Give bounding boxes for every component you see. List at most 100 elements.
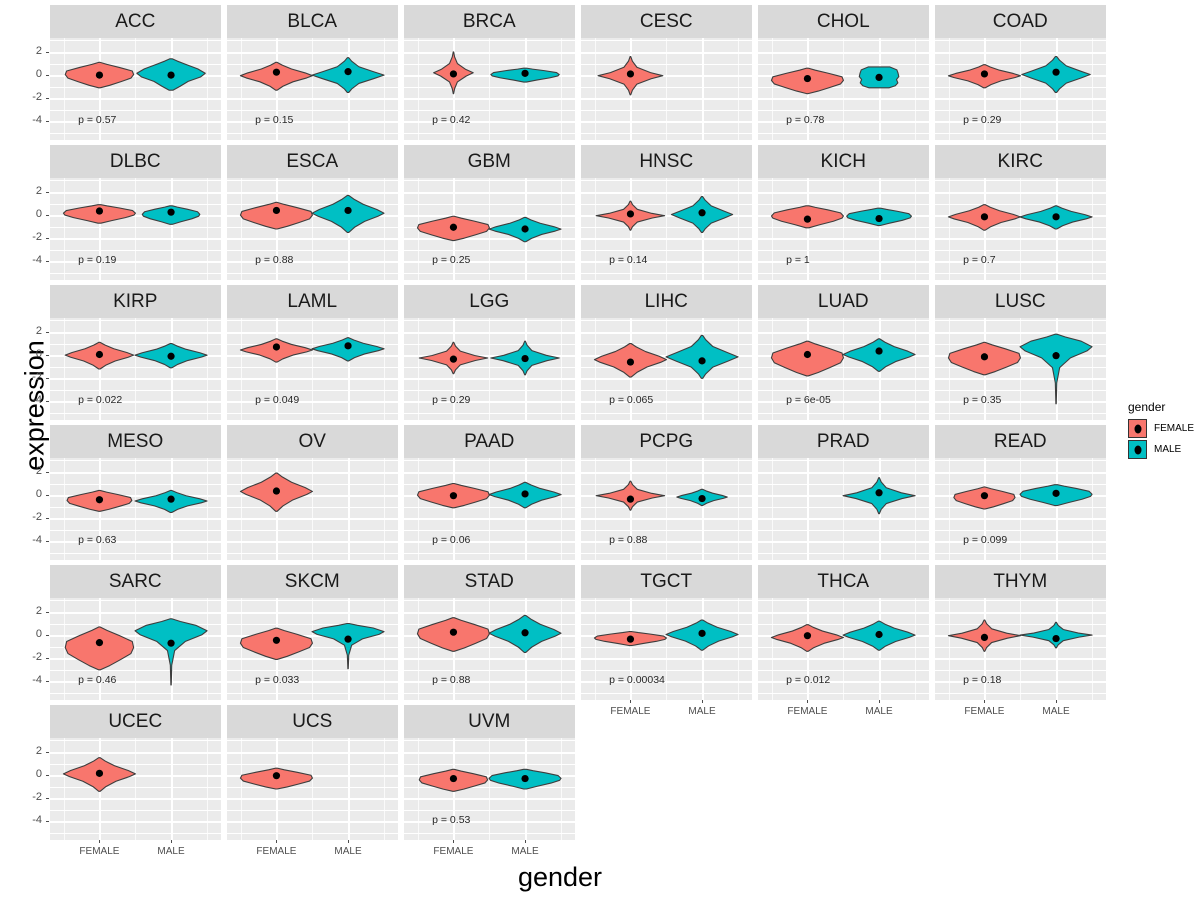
violin-female: [239, 201, 313, 230]
violin-female: [418, 768, 489, 792]
facet-panel-lihc: LIHC p = 0.065: [581, 285, 752, 420]
facet-strip-label: PAAD: [404, 425, 575, 458]
violin-layer: [416, 481, 562, 509]
median-point: [272, 206, 281, 215]
y-tick-mark: [46, 518, 49, 520]
p-value-annotation: p = 0.25: [432, 254, 471, 267]
y-tick-label: -4: [32, 674, 42, 687]
panel-plot-area: p = 0.033: [227, 598, 398, 700]
gridline-major-x: [525, 38, 527, 140]
median-point: [344, 206, 352, 215]
median-point: [95, 496, 104, 504]
median-point: [95, 207, 104, 215]
legend-label: FEMALE: [1154, 423, 1195, 434]
p-value-annotation: p = 0.18: [963, 674, 1002, 687]
facet-strip-label: SARC: [50, 565, 221, 598]
panel-plot-area: p = 0.46: [50, 598, 221, 700]
y-tick-mark: [46, 215, 49, 217]
x-tick-mark: [630, 700, 632, 703]
x-tick-label: FEMALE: [610, 706, 651, 717]
gridline-major-x: [807, 178, 810, 280]
median-point: [875, 214, 883, 223]
facet-panel-coad: COAD p = 0.29: [935, 5, 1106, 140]
gridline-minor-x: [312, 178, 314, 280]
panel-plot-area: p = 0.53: [404, 738, 575, 840]
violin-female: [239, 472, 313, 512]
gridline-minor-x: [1020, 318, 1022, 420]
gridline-major-x: [879, 38, 881, 140]
facet-panel-prad: PRAD: [758, 425, 929, 560]
x-tick-label: MALE: [1042, 706, 1070, 717]
y-tick-label: -2: [32, 791, 42, 804]
gridline-minor-x: [666, 598, 668, 700]
violin-body: [311, 622, 385, 670]
violin-layer: [433, 51, 560, 95]
violin-body: [64, 626, 135, 671]
panel-plot-area: p = 0.29: [935, 38, 1106, 140]
panel-plot-area: p = 0.88: [227, 178, 398, 280]
violin-male: [1019, 205, 1093, 230]
violin-layer: [64, 58, 206, 91]
legend-item-male[interactable]: MALE: [1128, 440, 1194, 459]
violin-female: [953, 486, 1016, 510]
gridline-minor-x: [240, 178, 242, 280]
violin-female: [64, 341, 135, 370]
violin-layer: [770, 620, 916, 652]
x-tick-mark: [348, 840, 350, 843]
x-tick-label: MALE: [511, 846, 539, 857]
y-tick-label: 2: [35, 44, 42, 57]
gridline-minor-x: [135, 178, 137, 280]
facet-strip-label: CESC: [581, 5, 752, 38]
gridline-minor-x: [914, 458, 916, 560]
gridline-minor-x: [771, 178, 773, 280]
gridline-minor-x: [737, 38, 739, 140]
violin-layer: [593, 334, 739, 379]
facet-panel-hnsc: HNSC p = 0.14: [581, 145, 752, 280]
median-point: [1052, 213, 1060, 221]
gridline-minor-x: [948, 458, 950, 560]
facet-strip-label: MESO: [50, 425, 221, 458]
median-point: [698, 494, 706, 503]
violin-layer: [770, 66, 900, 95]
violin-female: [239, 767, 313, 790]
y-tick-mark: [46, 751, 49, 753]
x-tick-label: FEMALE: [964, 706, 1005, 717]
gridline-minor-x: [1020, 458, 1022, 560]
median-point: [875, 73, 883, 82]
facet-panel-thca: THCA p = 0.012: [758, 565, 929, 700]
p-value-annotation: p = 0.19: [78, 254, 117, 267]
gridline-minor-x: [135, 318, 137, 420]
gridline-minor-x: [206, 178, 208, 280]
x-tick-label: MALE: [157, 846, 185, 857]
legend-item-female[interactable]: FEMALE: [1128, 419, 1194, 438]
facet-panel-thym: THYM p = 0.18: [935, 565, 1106, 700]
gridline-minor-x: [666, 458, 668, 560]
violin-male: [311, 337, 385, 362]
facet-panel-read: READ p = 0.099: [935, 425, 1106, 560]
gridline-minor-x: [666, 178, 668, 280]
x-tick-label: MALE: [865, 706, 893, 717]
panel-plot-area: [227, 738, 398, 840]
violin-layer: [418, 340, 560, 376]
y-tick-label: 0: [35, 488, 42, 501]
y-tick-mark: [46, 635, 49, 637]
gridline-minor-x: [948, 598, 950, 700]
facet-strip-label: KIRP: [50, 285, 221, 318]
facet-strip-label: ACC: [50, 5, 221, 38]
median-point: [980, 213, 989, 221]
x-tick-mark: [702, 700, 704, 703]
violin-male: [311, 194, 385, 234]
panel-plot-area: [581, 38, 752, 140]
panel-plot-area: p = 0.29: [404, 318, 575, 420]
gridline-major-x: [525, 458, 527, 560]
violin-male: [488, 481, 562, 509]
gridline-minor-x: [312, 598, 314, 700]
gridline-minor-x: [312, 38, 314, 140]
facet-panel-acc: ACC p = 0.57: [50, 5, 221, 140]
median-point: [626, 358, 635, 366]
violin-layer: [947, 619, 1093, 652]
gridline-major-x: [171, 738, 173, 840]
gridline-minor-x: [737, 598, 739, 700]
violin-female: [947, 64, 1021, 89]
violin-male: [1019, 484, 1093, 507]
